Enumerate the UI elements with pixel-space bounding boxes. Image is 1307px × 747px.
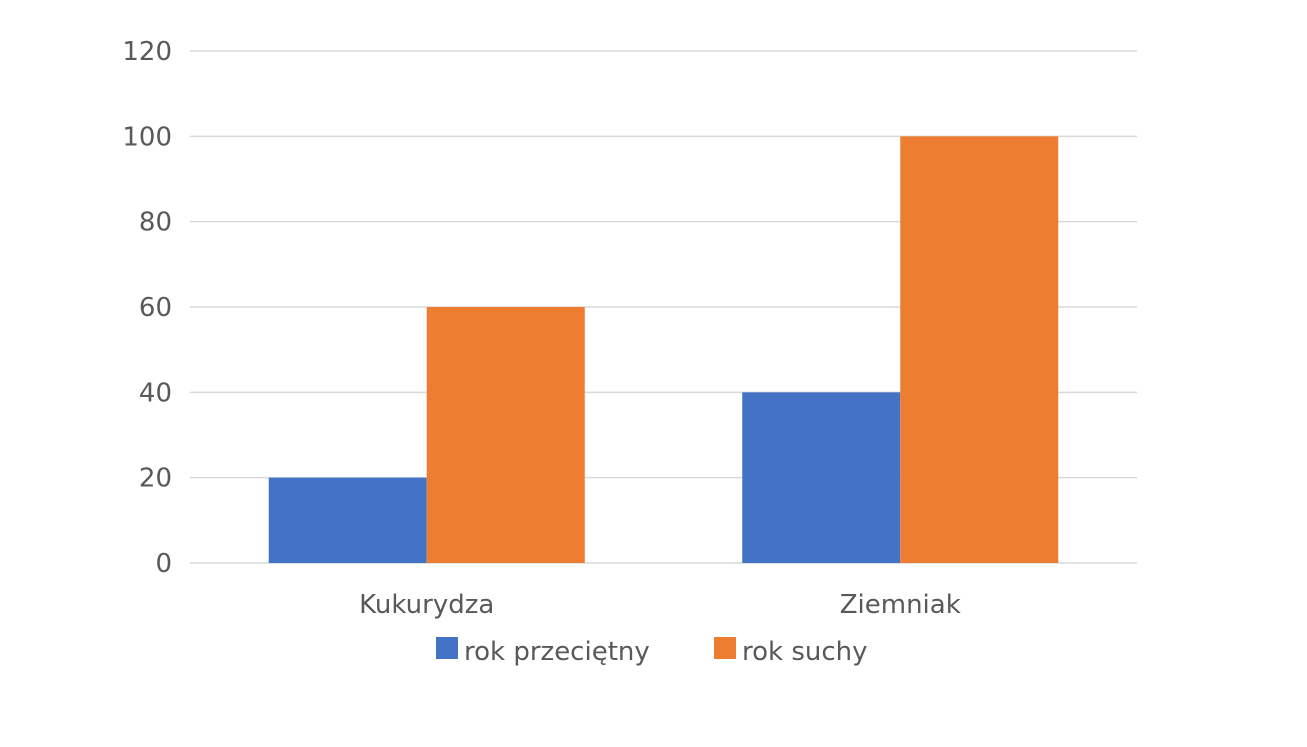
legend-swatch	[436, 637, 458, 659]
y-axis-tick-labels: 0 20 40 60 80 100 120	[122, 37, 172, 579]
legend-swatch	[714, 637, 736, 659]
y-tick-label: 120	[122, 37, 172, 67]
x-category-label: Ziemniak	[840, 590, 961, 620]
legend-item[interactable]: rok przeciętny	[436, 637, 650, 667]
y-tick-label: 60	[139, 293, 172, 323]
bar-ziemniak-series-1[interactable]	[742, 392, 901, 563]
legend-label: rok suchy	[742, 637, 868, 667]
y-tick-label: 100	[122, 122, 172, 152]
legend[interactable]: rok przeciętny rok suchy	[436, 637, 868, 667]
bar-ziemniak-series-2[interactable]	[900, 136, 1059, 564]
y-tick-label: 40	[139, 378, 172, 408]
legend-label: rok przeciętny	[464, 637, 650, 667]
bars	[268, 136, 1059, 564]
x-axis-category-labels: Kukurydza Ziemniak	[359, 590, 961, 620]
y-tick-label: 80	[139, 208, 172, 238]
legend-item[interactable]: rok suchy	[714, 637, 868, 667]
y-tick-label: 20	[139, 464, 172, 494]
y-tick-label: 0	[155, 549, 172, 579]
bar-kukurydza-series-2[interactable]	[426, 307, 585, 563]
x-category-label: Kukurydza	[359, 590, 494, 620]
bar-kukurydza-series-1[interactable]	[268, 477, 427, 563]
